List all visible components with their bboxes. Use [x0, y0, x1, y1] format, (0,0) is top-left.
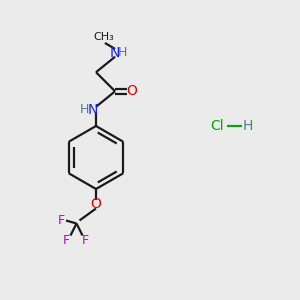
- Text: CH₃: CH₃: [93, 32, 114, 42]
- Text: F: F: [82, 233, 89, 247]
- Text: F: F: [58, 214, 65, 227]
- Text: H: H: [118, 46, 128, 59]
- Text: H: H: [242, 119, 253, 133]
- Text: H: H: [80, 103, 89, 116]
- Text: F: F: [62, 233, 70, 247]
- Text: O: O: [126, 84, 137, 98]
- Text: O: O: [91, 197, 101, 211]
- Text: Cl: Cl: [210, 119, 224, 133]
- Text: N: N: [109, 46, 120, 59]
- Text: N: N: [88, 103, 98, 117]
